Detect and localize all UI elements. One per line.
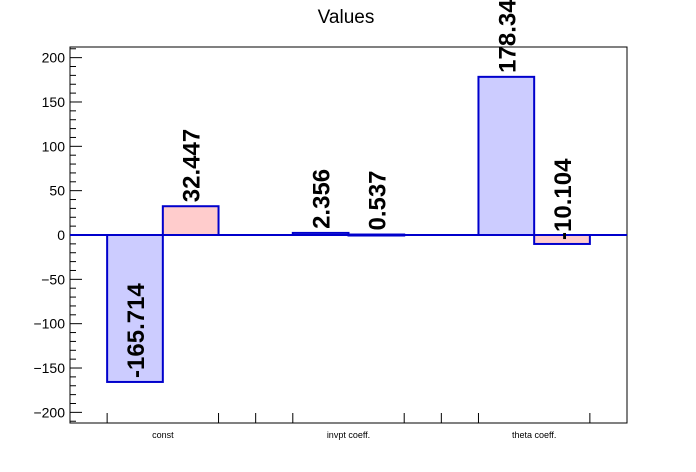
bars bbox=[106, 75, 591, 383]
x-axis: const invpt coeff. theta coeff. bbox=[106, 413, 591, 440]
x-category-label: const bbox=[152, 430, 174, 440]
y-tick-label: −100 bbox=[33, 316, 65, 332]
y-tick-label: 200 bbox=[42, 50, 66, 66]
data-label: 178.34 bbox=[494, 0, 521, 73]
bar bbox=[106, 234, 164, 383]
y-tick-label: 100 bbox=[42, 138, 66, 154]
y-tick-label: 50 bbox=[49, 183, 65, 199]
chart-title: Values bbox=[318, 7, 375, 28]
data-label: 0.537 bbox=[364, 170, 391, 230]
data-label: 2.356 bbox=[309, 169, 336, 229]
y-tick-label: 150 bbox=[42, 94, 66, 110]
data-labels: -165.714 2.356 178.34 32.447 0.537 -10.104 bbox=[123, 0, 577, 378]
data-label: -10.104 bbox=[550, 158, 577, 240]
x-category-label: theta coeff. bbox=[512, 430, 556, 440]
data-label: 32.447 bbox=[179, 129, 206, 202]
x-category-label: invpt coeff. bbox=[327, 430, 370, 440]
y-tick-label: −200 bbox=[33, 404, 65, 420]
bar bbox=[161, 205, 220, 236]
bar bbox=[477, 75, 536, 236]
data-label: -165.714 bbox=[123, 283, 150, 378]
y-tick-label: 0 bbox=[57, 227, 65, 243]
y-tick-label: −150 bbox=[33, 360, 65, 376]
y-tick-label: −50 bbox=[41, 271, 65, 287]
